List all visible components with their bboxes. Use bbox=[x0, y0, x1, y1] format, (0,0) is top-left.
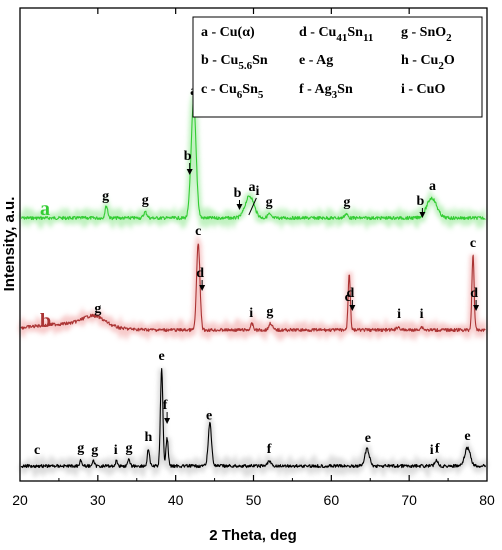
arrow-head bbox=[419, 212, 426, 218]
peak-label: f bbox=[435, 442, 440, 457]
arrow-head bbox=[473, 305, 480, 311]
legend-entry-i: i - CuO bbox=[401, 82, 445, 97]
series-glow-b bbox=[18, 233, 488, 343]
peak-label: g bbox=[91, 443, 98, 458]
peak-label: g bbox=[94, 302, 101, 317]
legend-box bbox=[192, 16, 483, 118]
peak-label: c bbox=[470, 236, 476, 251]
arrow-label: f bbox=[163, 398, 168, 413]
arrow-head bbox=[186, 169, 193, 175]
peak-label: f bbox=[267, 442, 272, 457]
peak-label: g bbox=[77, 441, 84, 456]
legend-entry-g: g - SnO2 bbox=[401, 25, 452, 44]
series-line-c bbox=[20, 368, 486, 469]
series-line-a bbox=[20, 101, 486, 221]
peak-label: e bbox=[206, 409, 212, 424]
arrow-label: d bbox=[346, 286, 354, 301]
arrow-head bbox=[199, 285, 206, 291]
peak-label: g bbox=[125, 441, 132, 456]
peak-label: g bbox=[343, 195, 350, 210]
arrow-label: d bbox=[196, 266, 204, 281]
arrow-head bbox=[236, 204, 243, 210]
arrow-label: d bbox=[470, 286, 478, 301]
peak-label: c bbox=[345, 290, 351, 305]
peak-label: c bbox=[34, 443, 40, 458]
x-tick-label: 20 bbox=[12, 492, 28, 508]
series-line-b bbox=[20, 243, 486, 333]
arrow-head bbox=[164, 418, 171, 424]
peak-label: e bbox=[464, 429, 470, 444]
legend-entry-d: d - Cu41Sn11 bbox=[299, 25, 373, 44]
callout-label: i bbox=[255, 184, 259, 199]
arrow-label: b bbox=[234, 186, 242, 201]
arrow-label: b bbox=[184, 149, 192, 164]
peak-label: c bbox=[195, 224, 201, 239]
legend-entry-h: h - Cu2O bbox=[401, 53, 455, 72]
callout-leader bbox=[248, 197, 257, 216]
legend-entry-b: b - Cu5.6Sn bbox=[201, 53, 268, 72]
x-tick-label: 60 bbox=[324, 492, 340, 508]
peak-label: a bbox=[248, 180, 255, 195]
peak-label: e bbox=[159, 349, 165, 364]
legend-entry-f: f - Ag3Sn bbox=[299, 82, 353, 101]
x-axis-title: 2 Theta, deg bbox=[209, 527, 297, 544]
peak-label: g bbox=[266, 195, 273, 210]
peak-label: i bbox=[249, 306, 253, 321]
series-label-a: a bbox=[40, 198, 50, 220]
peak-label: i bbox=[420, 307, 424, 322]
peak-label: h bbox=[145, 430, 153, 445]
peak-label: i bbox=[114, 443, 118, 458]
legend-entry-e: e - Ag bbox=[299, 53, 333, 68]
x-tick-label: 40 bbox=[168, 492, 184, 508]
peak-label: e bbox=[365, 431, 371, 446]
x-tick-label: 30 bbox=[90, 492, 106, 508]
peak-label: g bbox=[142, 193, 149, 208]
series-label-b: b bbox=[40, 310, 51, 332]
arrow-head bbox=[349, 305, 356, 311]
peak-label: i bbox=[430, 443, 434, 458]
peak-label: i bbox=[397, 307, 401, 322]
legend-entry-c: c - Cu6Sn5 bbox=[201, 82, 264, 101]
legend-entry-a: a - Cu(α) bbox=[201, 25, 255, 40]
x-tick-label: 50 bbox=[246, 492, 262, 508]
y-axis-title: Intensity, a.u. bbox=[1, 197, 18, 292]
arrow-label: b bbox=[416, 194, 424, 209]
peak-label: a bbox=[429, 179, 436, 194]
peak-label: g bbox=[102, 189, 109, 204]
x-tick-label: 70 bbox=[401, 492, 417, 508]
x-tick-label: 80 bbox=[479, 492, 495, 508]
peak-label: g bbox=[266, 305, 273, 320]
